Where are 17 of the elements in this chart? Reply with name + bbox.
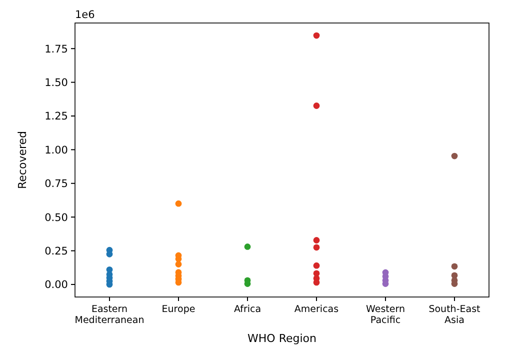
y-axis-title: Recovered — [16, 130, 29, 190]
x-tick-label: Western Pacific — [366, 304, 405, 326]
y-tick-label: 0.75 — [44, 178, 68, 190]
text: 1e6 — [75, 9, 96, 21]
x-tick-label: Africa — [234, 304, 262, 315]
x-axis-title: WHO Region — [248, 332, 317, 345]
y-tick-label: 1.50 — [44, 76, 68, 89]
y-tick-label: 0.25 — [44, 245, 68, 258]
y-tick-label: 1.00 — [44, 144, 68, 156]
y-tick-label: 1.25 — [44, 110, 68, 123]
y-tick-label: 0.00 — [44, 279, 68, 292]
y-tick-label: 1.75 — [44, 43, 68, 56]
y-tick-label: 0.50 — [44, 212, 68, 224]
x-tick-label: Eastern Mediterranean — [74, 304, 144, 326]
x-tick-label: Europe — [162, 304, 196, 315]
x-tick-label: Americas — [294, 304, 339, 315]
x-tick-label: South-East Asia — [428, 304, 481, 326]
